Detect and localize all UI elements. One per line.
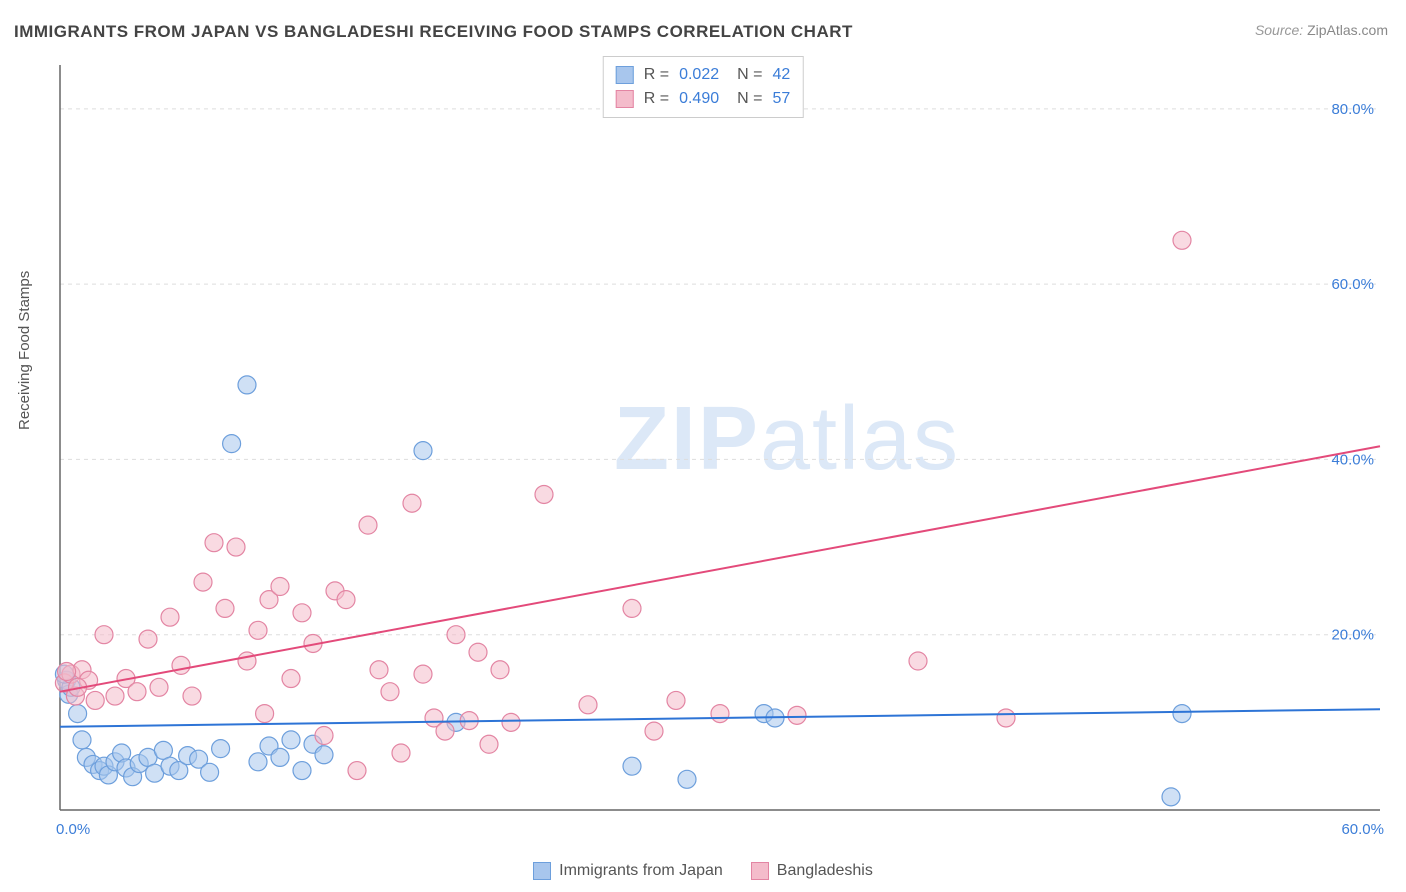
scatter-point-bangladeshi xyxy=(315,727,333,745)
scatter-point-japan xyxy=(282,731,300,749)
scatter-point-bangladeshi xyxy=(436,722,454,740)
scatter-point-japan xyxy=(623,757,641,775)
scatter-point-bangladeshi xyxy=(293,604,311,622)
scatter-point-bangladeshi xyxy=(502,713,520,731)
plot-area: ZIPatlas 20.0%40.0%60.0%80.0%0.0%60.0% xyxy=(50,55,1390,845)
scatter-point-bangladeshi xyxy=(997,709,1015,727)
y-axis-title: Receiving Food Stamps xyxy=(16,271,33,430)
scatter-point-bangladeshi xyxy=(205,534,223,552)
scatter-point-bangladeshi xyxy=(337,591,355,609)
scatter-point-bangladeshi xyxy=(414,665,432,683)
source-value: ZipAtlas.com xyxy=(1307,22,1388,38)
chart-title: IMMIGRANTS FROM JAPAN VS BANGLADESHI REC… xyxy=(14,22,853,42)
scatter-point-bangladeshi xyxy=(58,663,76,681)
scatter-point-japan xyxy=(414,442,432,460)
scatter-point-bangladeshi xyxy=(256,705,274,723)
scatter-point-bangladeshi xyxy=(216,599,234,617)
legend-label-japan: Immigrants from Japan xyxy=(559,862,723,880)
scatter-point-bangladeshi xyxy=(403,494,421,512)
scatter-point-bangladeshi xyxy=(645,722,663,740)
scatter-point-bangladeshi xyxy=(491,661,509,679)
scatter-point-bangladeshi xyxy=(150,678,168,696)
scatter-point-japan xyxy=(678,770,696,788)
n-label: N = xyxy=(737,63,762,87)
scatter-point-bangladeshi xyxy=(128,683,146,701)
scatter-point-bangladeshi xyxy=(623,599,641,617)
n-value-japan: 42 xyxy=(772,63,790,87)
scatter-point-bangladeshi xyxy=(282,670,300,688)
stats-row-japan: R = 0.022 N = 42 xyxy=(616,63,791,87)
scatter-point-japan xyxy=(238,376,256,394)
r-value-japan: 0.022 xyxy=(679,63,719,87)
y-tick-label: 60.0% xyxy=(1331,276,1374,293)
scatter-point-bangladeshi xyxy=(238,652,256,670)
scatter-point-bangladeshi xyxy=(909,652,927,670)
r-label: R = xyxy=(644,63,669,87)
scatter-point-bangladeshi xyxy=(86,691,104,709)
scatter-point-bangladeshi xyxy=(579,696,597,714)
swatch-japan xyxy=(616,66,634,84)
scatter-point-bangladeshi xyxy=(469,643,487,661)
scatter-point-japan xyxy=(315,746,333,764)
scatter-point-japan xyxy=(212,740,230,758)
scatter-point-bangladeshi xyxy=(535,485,553,503)
scatter-point-japan xyxy=(69,705,87,723)
scatter-point-japan xyxy=(1173,705,1191,723)
source-attribution: Source: ZipAtlas.com xyxy=(1255,22,1388,38)
scatter-point-bangladeshi xyxy=(161,608,179,626)
trend-line-bangladeshi xyxy=(60,446,1380,691)
scatter-point-bangladeshi xyxy=(711,705,729,723)
scatter-point-bangladeshi xyxy=(788,706,806,724)
scatter-point-bangladeshi xyxy=(227,538,245,556)
legend-swatch-japan xyxy=(533,862,551,880)
scatter-point-bangladeshi xyxy=(447,626,465,644)
n-value-bangladeshi: 57 xyxy=(772,87,790,111)
scatter-point-bangladeshi xyxy=(667,691,685,709)
scatter-point-japan xyxy=(73,731,91,749)
y-tick-label: 80.0% xyxy=(1331,101,1374,118)
scatter-point-japan xyxy=(1162,788,1180,806)
scatter-point-bangladeshi xyxy=(249,621,267,639)
scatter-point-japan xyxy=(201,763,219,781)
r-label: R = xyxy=(644,87,669,111)
scatter-point-japan xyxy=(293,762,311,780)
scatter-point-bangladeshi xyxy=(381,683,399,701)
scatter-point-bangladeshi xyxy=(1173,231,1191,249)
r-value-bangladeshi: 0.490 xyxy=(679,87,719,111)
y-tick-label: 20.0% xyxy=(1331,627,1374,644)
scatter-point-bangladeshi xyxy=(95,626,113,644)
legend-item-bangladeshi: Bangladeshis xyxy=(751,862,873,880)
scatter-point-bangladeshi xyxy=(106,687,124,705)
scatter-point-japan xyxy=(223,435,241,453)
x-tick-label: 0.0% xyxy=(56,821,90,838)
n-label: N = xyxy=(737,87,762,111)
swatch-bangladeshi xyxy=(616,90,634,108)
scatter-point-bangladeshi xyxy=(370,661,388,679)
source-label: Source: xyxy=(1255,22,1303,38)
legend-label-bangladeshi: Bangladeshis xyxy=(777,862,873,880)
correlation-stats-box: R = 0.022 N = 42 R = 0.490 N = 57 xyxy=(603,56,804,118)
scatter-point-bangladeshi xyxy=(183,687,201,705)
legend-item-japan: Immigrants from Japan xyxy=(533,862,723,880)
scatter-point-bangladeshi xyxy=(194,573,212,591)
scatter-point-bangladeshi xyxy=(139,630,157,648)
scatter-point-bangladeshi xyxy=(348,762,366,780)
bottom-legend: Immigrants from Japan Bangladeshis xyxy=(0,862,1406,880)
scatter-point-bangladeshi xyxy=(172,656,190,674)
stats-row-bangladeshi: R = 0.490 N = 57 xyxy=(616,87,791,111)
scatter-point-japan xyxy=(271,748,289,766)
x-tick-label: 60.0% xyxy=(1341,821,1384,838)
scatter-point-bangladeshi xyxy=(392,744,410,762)
scatter-point-japan xyxy=(249,753,267,771)
scatter-point-bangladeshi xyxy=(359,516,377,534)
legend-swatch-bangladeshi xyxy=(751,862,769,880)
scatter-plot-svg: 20.0%40.0%60.0%80.0%0.0%60.0% xyxy=(50,55,1390,845)
scatter-point-bangladeshi xyxy=(480,735,498,753)
scatter-point-bangladeshi xyxy=(271,578,289,596)
